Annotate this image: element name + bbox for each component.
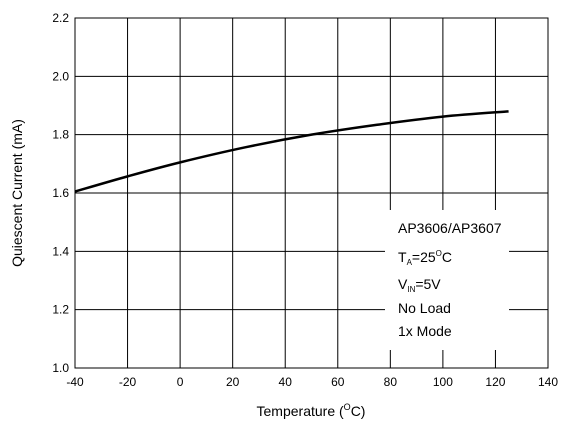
y-tick-label: 1.6 (52, 186, 69, 200)
x-axis-title: Temperature (OC) (257, 402, 366, 419)
x-tick-label: 140 (538, 375, 558, 389)
x-tick-label: 80 (384, 375, 398, 389)
annotation-background (385, 210, 509, 350)
x-tick-label: 40 (279, 375, 293, 389)
x-tick-label: -40 (66, 375, 84, 389)
x-tick-label: 60 (331, 375, 345, 389)
annotation-temperature: TA=25OC (398, 249, 452, 267)
y-tick-label: 1.0 (52, 361, 69, 375)
x-tick-label: 120 (485, 375, 505, 389)
y-axis-title: Quiescent Current (mA) (9, 119, 25, 267)
y-tick-labels: 1.0 1.2 1.4 1.6 1.8 2.0 2.2 (52, 11, 69, 375)
y-tick-label: 1.4 (52, 244, 69, 258)
y-tick-label: 2.2 (52, 11, 69, 25)
x-tick-label: 100 (433, 375, 453, 389)
annotation-input-voltage: VIN=5V (398, 276, 441, 294)
x-tick-label: 0 (177, 375, 184, 389)
x-tick-label: 20 (226, 375, 240, 389)
series-line-quiescent-current (74, 110, 509, 193)
y-tick-label: 2.0 (52, 69, 69, 83)
annotation-box: AP3606/AP3607 TA=25OC VIN=5V No Load 1x … (385, 210, 509, 350)
y-tick-label: 1.2 (52, 303, 69, 317)
annotation-load: No Load (398, 300, 451, 316)
annotation-device: AP3606/AP3607 (398, 220, 502, 236)
annotation-mode: 1x Mode (398, 323, 452, 339)
y-tick-label: 1.8 (52, 128, 69, 142)
x-tick-labels: -40 -20 0 20 40 60 80 100 120 140 (66, 375, 558, 389)
plot-area-frame (74, 17, 549, 369)
x-tick-label: -20 (119, 375, 137, 389)
